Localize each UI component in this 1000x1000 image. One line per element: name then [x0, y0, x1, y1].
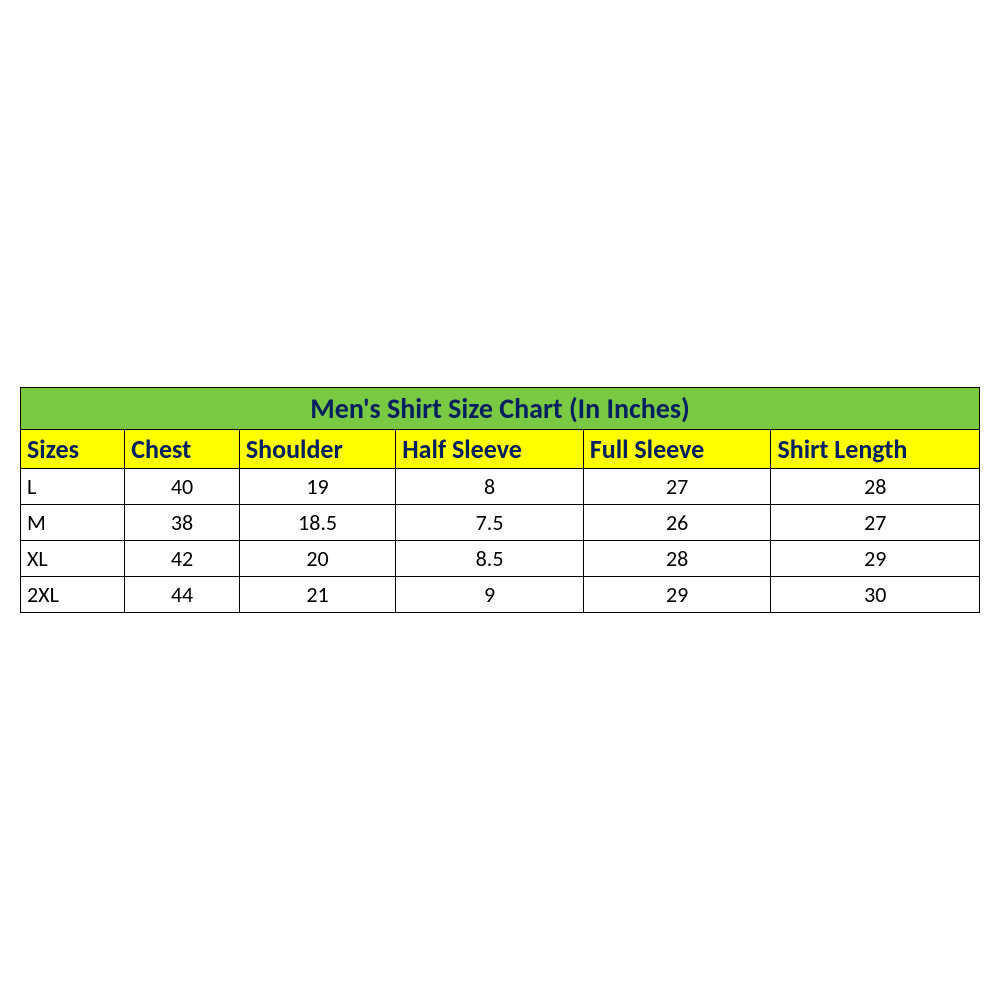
cell-half-sleeve: 8.5	[396, 541, 584, 577]
table-title-row: Men's Shirt Size Chart (In Inches)	[21, 388, 980, 430]
table-title: Men's Shirt Size Chart (In Inches)	[21, 388, 980, 430]
cell-shirt-length: 28	[771, 469, 980, 505]
column-header-full-sleeve: Full Sleeve	[583, 430, 771, 469]
cell-shoulder: 20	[239, 541, 395, 577]
cell-shoulder: 19	[239, 469, 395, 505]
cell-half-sleeve: 9	[396, 577, 584, 613]
cell-size: 2XL	[21, 577, 125, 613]
cell-chest: 40	[125, 469, 240, 505]
cell-shirt-length: 30	[771, 577, 980, 613]
table-row: XL 42 20 8.5 28 29	[21, 541, 980, 577]
cell-size: M	[21, 505, 125, 541]
cell-chest: 42	[125, 541, 240, 577]
cell-size: XL	[21, 541, 125, 577]
cell-full-sleeve: 28	[583, 541, 771, 577]
cell-size: L	[21, 469, 125, 505]
table-row: L 40 19 8 27 28	[21, 469, 980, 505]
cell-shirt-length: 29	[771, 541, 980, 577]
table-row: M 38 18.5 7.5 26 27	[21, 505, 980, 541]
cell-shoulder: 18.5	[239, 505, 395, 541]
size-chart-container: Men's Shirt Size Chart (In Inches) Sizes…	[20, 387, 980, 613]
column-header-half-sleeve: Half Sleeve	[396, 430, 584, 469]
cell-full-sleeve: 26	[583, 505, 771, 541]
table-header-row: Sizes Chest Shoulder Half Sleeve Full Sl…	[21, 430, 980, 469]
cell-full-sleeve: 27	[583, 469, 771, 505]
column-header-shoulder: Shoulder	[239, 430, 395, 469]
table-row: 2XL 44 21 9 29 30	[21, 577, 980, 613]
size-chart-table: Men's Shirt Size Chart (In Inches) Sizes…	[20, 387, 980, 613]
cell-full-sleeve: 29	[583, 577, 771, 613]
cell-chest: 38	[125, 505, 240, 541]
column-header-chest: Chest	[125, 430, 240, 469]
column-header-shirt-length: Shirt Length	[771, 430, 980, 469]
cell-shirt-length: 27	[771, 505, 980, 541]
cell-half-sleeve: 8	[396, 469, 584, 505]
table-body: L 40 19 8 27 28 M 38 18.5 7.5 26 27 XL 4…	[21, 469, 980, 613]
cell-shoulder: 21	[239, 577, 395, 613]
cell-chest: 44	[125, 577, 240, 613]
cell-half-sleeve: 7.5	[396, 505, 584, 541]
column-header-sizes: Sizes	[21, 430, 125, 469]
